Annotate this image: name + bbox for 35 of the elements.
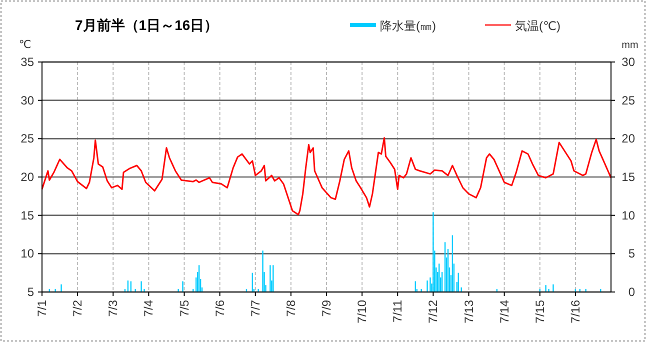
y2-tick-label: 20 (622, 132, 636, 146)
y2-tick-label: 30 (622, 55, 636, 69)
x-tick-label: 7/4 (142, 300, 156, 317)
x-tick-label: 7/10 (355, 300, 370, 324)
x-tick-label: 7/7 (248, 300, 262, 317)
y2-tick-label: 5 (628, 246, 636, 261)
x-tick-label: 7/2 (70, 300, 85, 317)
y-tick-label: 25 (20, 132, 34, 146)
x-tick-label: 7/1 (35, 300, 49, 317)
y2-tick-label: 15 (622, 170, 636, 184)
y-tick-label: 5 (27, 285, 34, 299)
x-tick-label: 7/5 (177, 300, 192, 317)
y-tick-label: 10 (20, 246, 34, 261)
x-tick-label: 7/15 (532, 300, 547, 324)
chart-title: 7月前半（1日～16日） (75, 17, 218, 33)
y2-tick-label: 0 (628, 285, 636, 299)
x-tick-label: 7/13 (462, 300, 476, 324)
x-tick-label: 7/3 (106, 300, 120, 317)
x-tick-label: 7/12 (426, 300, 440, 324)
x-tick-label: 7/9 (320, 300, 334, 317)
y-axis-title: ℃ (18, 39, 32, 51)
y2-tick-label: 25 (622, 93, 636, 108)
y-tick-label: 20 (20, 170, 34, 184)
legend-label: 気温(℃) (515, 19, 560, 33)
x-tick-label: 7/11 (390, 300, 405, 322)
y-tick-label: 35 (20, 55, 34, 69)
x-tick-label: 7/6 (212, 300, 227, 317)
y2-axis-title: mm (622, 40, 638, 51)
y2-tick-label: 10 (622, 208, 636, 222)
legend-label: 降水量(㎜) (380, 19, 436, 33)
y-tick-label: 30 (20, 93, 34, 108)
y-tick-label: 15 (20, 208, 34, 222)
x-tick-label: 7/14 (497, 300, 512, 324)
x-tick-label: 7/16 (568, 300, 582, 324)
x-tick-label: 7/8 (284, 300, 298, 317)
